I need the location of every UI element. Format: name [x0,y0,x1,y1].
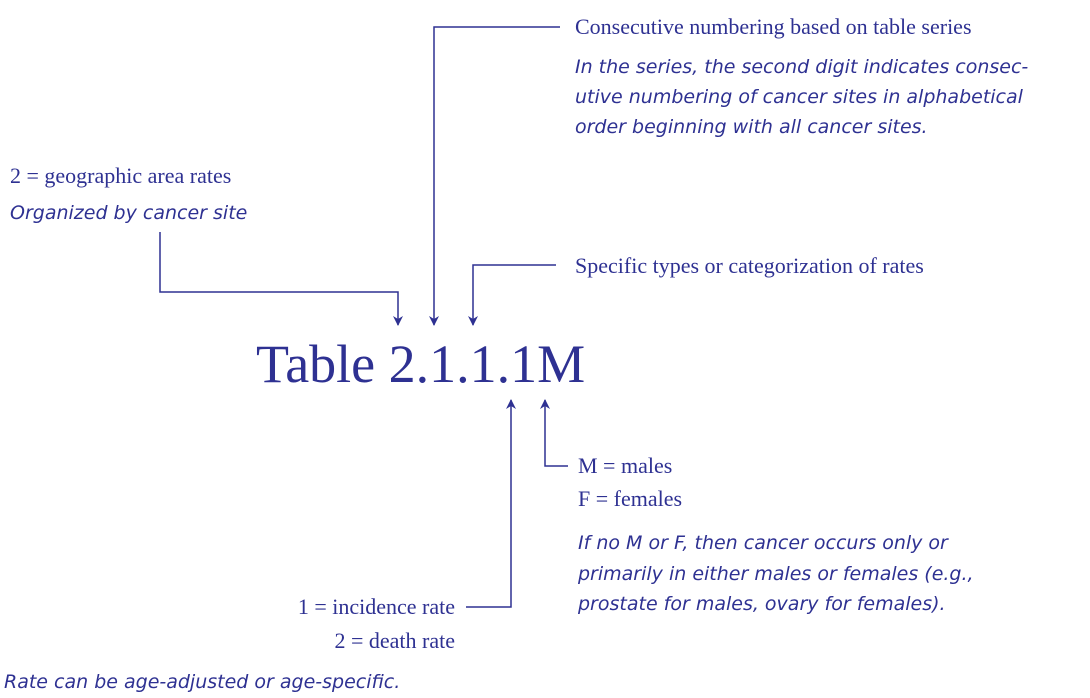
connector [540,399,568,467]
label: F = females [578,486,682,511]
note: utive numbering of cancer sites in alpha… [575,86,1024,108]
label: M = males [578,453,672,478]
note: In the series, the second digit indicate… [575,56,1028,78]
note: Organized by cancer site [10,202,247,224]
note: If no M or F, then cancer occurs only or [578,532,949,554]
heading: 2 = geographic area rates [10,163,231,188]
label: 1 = incidence rate [298,594,455,619]
connector [429,26,560,326]
heading: Specific types or categorization of rate… [575,253,924,278]
connector [468,264,556,326]
title: Table 2.1.1.1M [256,334,585,394]
connector [466,399,516,608]
note: Rate can be age-adjusted or age-specific… [4,671,400,693]
label: 2 = death rate [334,628,455,653]
note: order beginning with all cancer sites. [575,116,928,138]
note: primarily in either males or females (e.… [577,563,974,585]
note: prostate for males, ovary for females). [577,593,946,615]
heading: Consecutive numbering based on table ser… [575,14,972,39]
connector [159,232,403,326]
